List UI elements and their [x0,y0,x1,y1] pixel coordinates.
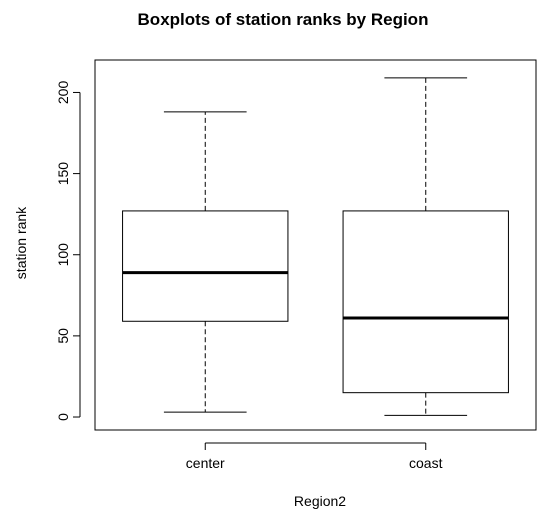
boxes [122,77,509,416]
box-center [122,111,289,413]
x-tick-label: coast [409,455,443,471]
iqr-box [342,210,509,394]
chart-title: Boxplots of station ranks by Region [138,10,429,29]
y-tick-label: 100 [55,243,71,267]
x-axis: center coast [186,442,443,471]
y-tick-label: 0 [55,413,71,421]
y-tick-label: 200 [55,81,71,105]
x-tick-label: center [186,455,225,471]
box-coast [342,77,509,416]
y-tick-label: 50 [55,328,71,344]
x-axis-label: Region2 [294,493,346,509]
y-axis-label: station rank [13,206,29,279]
plot-frame [94,59,537,431]
iqr-box [122,210,289,322]
y-axis: 0 50 100 150 200 [55,81,81,421]
y-tick-label: 150 [55,162,71,186]
